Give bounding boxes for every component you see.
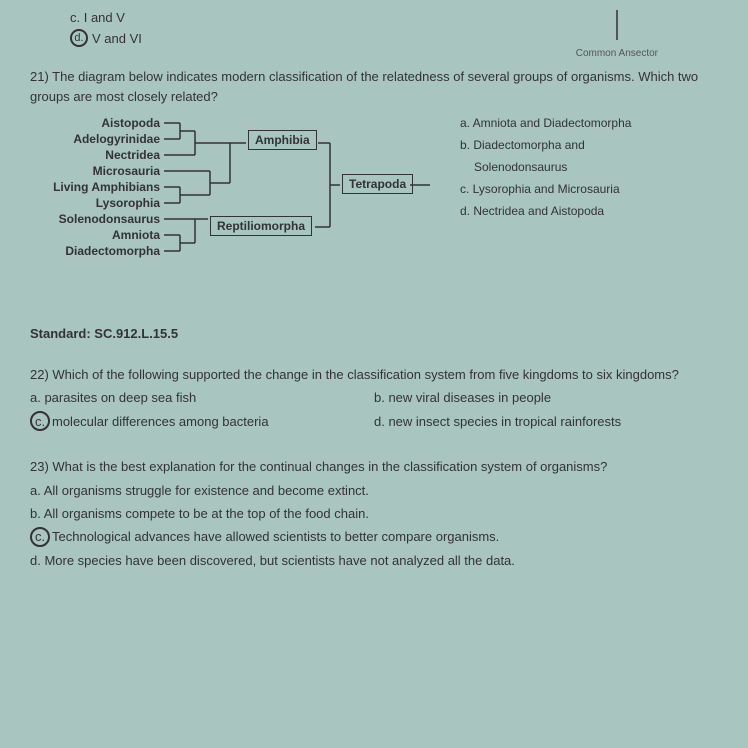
common-ancestor-label: Common Ansector: [576, 48, 658, 59]
option-c-text: c. I and V: [70, 10, 125, 25]
tree-branch-mark: [616, 10, 618, 40]
question-22: 22) Which of the following supported the…: [30, 363, 718, 433]
standard-label: Standard: SC.912.L.15.5: [30, 326, 718, 341]
question-21-text: 21) The diagram below indicates modern c…: [30, 67, 718, 106]
q22-answer-a: a. parasites on deep sea fish: [30, 386, 374, 409]
q23-answer-a: a. All organisms struggle for existence …: [30, 479, 718, 502]
q22-answer-c: c.molecular differences among bacteria: [30, 410, 374, 433]
option-d-circle: d.: [70, 29, 88, 47]
q22-c-text: molecular differences among bacteria: [52, 414, 269, 429]
q22-answer-d: d. new insect species in tropical rainfo…: [374, 410, 718, 433]
q22-text: 22) Which of the following supported the…: [30, 363, 718, 386]
option-d-text: V and VI: [92, 31, 142, 46]
q23-text: 23) What is the best explanation for the…: [30, 455, 718, 478]
q22-answer-b: b. new viral diseases in people: [374, 386, 718, 409]
option-c: c. I and V: [70, 10, 718, 25]
q21-answer-c: c. Lysorophia and Microsauria: [460, 182, 718, 196]
q21-answer-b1: b. Diadectomorpha and: [460, 138, 718, 152]
top-options: c. I and V d. V and VI: [70, 10, 718, 47]
q23-answer-d: d. More species have been discovered, bu…: [30, 549, 718, 572]
q22-c-circle: c.: [30, 411, 50, 431]
q21-answer-d: d. Nectridea and Aistopoda: [460, 204, 718, 218]
q23-answer-c: c.Technological advances have allowed sc…: [30, 525, 718, 548]
q21-answer-b2: Solenodonsaurus: [460, 160, 718, 174]
cladogram: Aistopoda Adelogyrinidae Nectridea Micro…: [30, 116, 430, 296]
question-23: 23) What is the best explanation for the…: [30, 455, 718, 572]
q23-answer-b: b. All organisms compete to be at the to…: [30, 502, 718, 525]
cladogram-lines: [30, 116, 430, 296]
q21-answers: a. Amniota and Diadectomorpha b. Diadect…: [430, 116, 718, 296]
q23-c-text: Technological advances have allowed scie…: [52, 529, 499, 544]
option-d: d. V and VI: [70, 29, 718, 47]
question-21-block: Aistopoda Adelogyrinidae Nectridea Micro…: [30, 116, 718, 296]
q23-c-circle: c.: [30, 527, 50, 547]
q21-answer-a: a. Amniota and Diadectomorpha: [460, 116, 718, 130]
